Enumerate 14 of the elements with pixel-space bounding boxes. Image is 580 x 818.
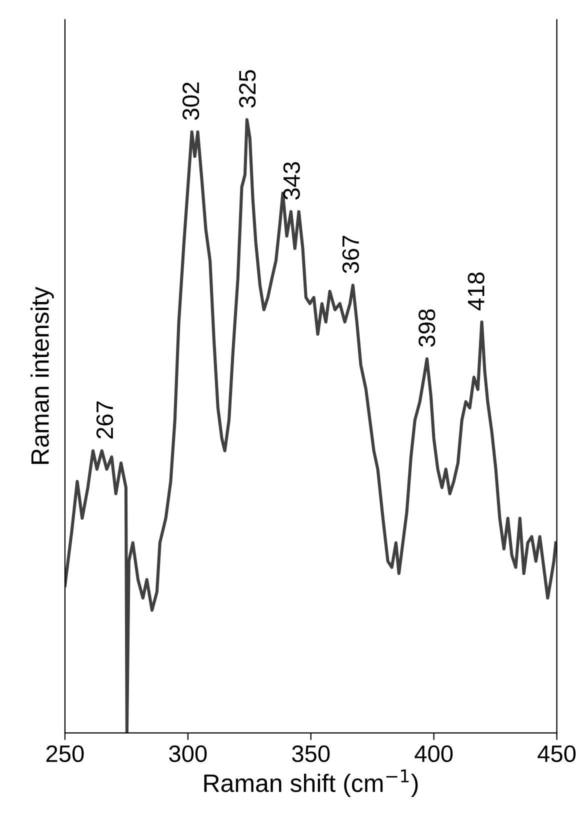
y-axis-title: Raman intensity bbox=[30, 286, 54, 464]
annotation: 418 bbox=[468, 272, 484, 310]
annotation: 367 bbox=[342, 236, 360, 274]
annotation: 267 bbox=[96, 401, 114, 438]
x-tick-label: 400 bbox=[414, 745, 453, 762]
x-tick-label: 450 bbox=[538, 745, 576, 762]
annotation: 398 bbox=[418, 309, 436, 347]
x-tick-label: 300 bbox=[169, 745, 207, 762]
annotation: 302 bbox=[182, 82, 200, 120]
annotation: 343 bbox=[283, 162, 300, 200]
x-tick-label: 350 bbox=[292, 745, 330, 762]
x-tick-label: 250 bbox=[46, 745, 84, 762]
annotation: 325 bbox=[239, 70, 256, 108]
x-axis-title: Raman shift (cm$^{−1}$) bbox=[204, 770, 418, 798]
